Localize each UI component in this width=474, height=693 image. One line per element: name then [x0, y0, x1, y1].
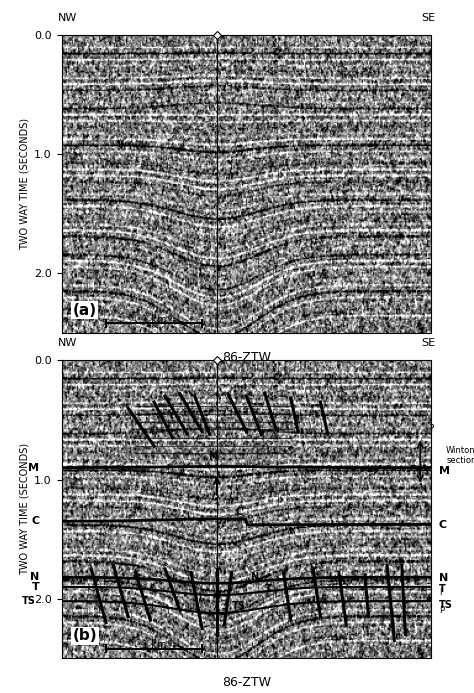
- Text: SE: SE: [421, 338, 435, 349]
- Text: 1 km: 1 km: [142, 315, 166, 325]
- Text: NW: NW: [58, 12, 77, 23]
- Text: T: T: [32, 582, 39, 592]
- Text: C: C: [236, 507, 243, 516]
- Text: 1 km: 1 km: [142, 640, 166, 651]
- Y-axis label: TWO WAY TIME (SECONDS): TWO WAY TIME (SECONDS): [20, 118, 30, 249]
- Text: N: N: [30, 572, 39, 582]
- Text: T: T: [265, 584, 272, 594]
- Text: TS: TS: [22, 596, 36, 606]
- Text: NW: NW: [58, 338, 77, 349]
- Text: TS: TS: [439, 599, 453, 610]
- Text: 86-ZTW: 86-ZTW: [222, 676, 271, 690]
- Text: P: P: [439, 606, 444, 615]
- Text: TS: TS: [232, 601, 246, 611]
- Text: N: N: [250, 572, 258, 582]
- Text: M: M: [209, 452, 218, 462]
- Text: N: N: [439, 574, 448, 584]
- Text: Winton
section: Winton section: [446, 446, 474, 466]
- Text: C: C: [439, 520, 447, 530]
- Text: I: I: [439, 588, 441, 597]
- Text: M: M: [439, 466, 450, 476]
- Text: C: C: [31, 516, 39, 526]
- Text: ?: ?: [428, 425, 434, 435]
- Text: T: T: [439, 584, 446, 594]
- Text: M: M: [28, 463, 39, 473]
- Text: SE: SE: [421, 12, 435, 23]
- Y-axis label: TWO WAY TIME (SECONDS): TWO WAY TIME (SECONDS): [20, 444, 30, 575]
- Text: (a): (a): [73, 303, 97, 318]
- Text: 86-ZTW: 86-ZTW: [222, 351, 271, 364]
- Text: (b): (b): [73, 629, 97, 644]
